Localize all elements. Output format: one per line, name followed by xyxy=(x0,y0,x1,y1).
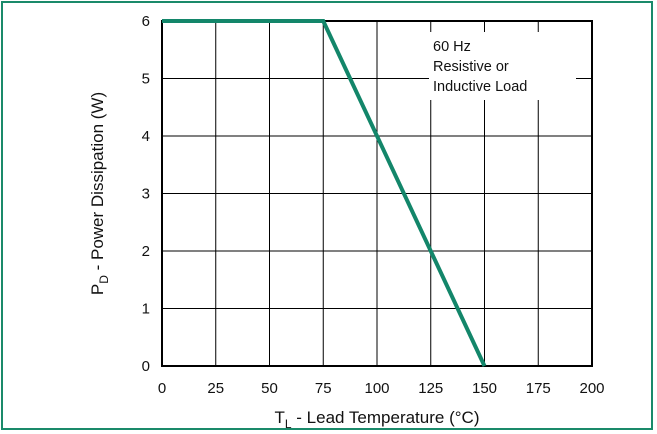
plot-border xyxy=(161,20,593,367)
x-axis-label-rest: - Lead Temperature (°C) xyxy=(292,408,480,427)
y-tick-label: 1 xyxy=(142,301,150,318)
annotation-line-1: 60 Hz xyxy=(433,39,471,55)
grid-lines xyxy=(162,21,592,366)
y-tick-label: 6 xyxy=(142,13,150,30)
y-tick-label: 2 xyxy=(142,243,150,260)
x-tick-label: 200 xyxy=(579,380,604,397)
annotation-line-3: Inductive Load xyxy=(433,79,527,95)
x-axis-label-subscript: L xyxy=(285,417,292,431)
y-axis-label-main: P xyxy=(88,284,107,295)
x-tick-label: 25 xyxy=(207,380,224,397)
y-axis-label-rest: - Power Dissipation (W) xyxy=(88,92,107,275)
x-tick-labels: 0 25 50 75 100 125 150 175 200 xyxy=(158,380,605,397)
series-layer xyxy=(162,19,487,367)
annotation-box: 60 Hz Resistive or Inductive Load xyxy=(429,32,576,100)
x-tick-label: 125 xyxy=(418,380,443,397)
y-axis-label: PD - Power Dissipation (W) xyxy=(88,92,111,295)
y-tick-labels: 0 1 2 3 4 5 6 xyxy=(142,13,150,375)
y-tick-label: 0 xyxy=(142,358,150,375)
series-line xyxy=(162,19,487,367)
y-axis-label-subscript: D xyxy=(97,275,111,284)
annotation-line-2: Resistive or xyxy=(433,59,509,75)
x-tick-label: 100 xyxy=(364,380,389,397)
annotation-background xyxy=(429,32,576,100)
x-tick-label: 175 xyxy=(526,380,551,397)
x-tick-label: 50 xyxy=(261,380,278,397)
x-axis-label: TL - Lead Temperature (°C) xyxy=(275,408,480,431)
y-tick-label: 5 xyxy=(142,71,150,88)
y-tick-label: 3 xyxy=(142,186,150,203)
x-tick-label: 0 xyxy=(158,380,166,397)
x-axis-label-main: T xyxy=(275,408,285,427)
x-tick-label: 75 xyxy=(315,380,332,397)
x-tick-label: 150 xyxy=(472,380,497,397)
y-tick-label: 4 xyxy=(142,128,150,145)
